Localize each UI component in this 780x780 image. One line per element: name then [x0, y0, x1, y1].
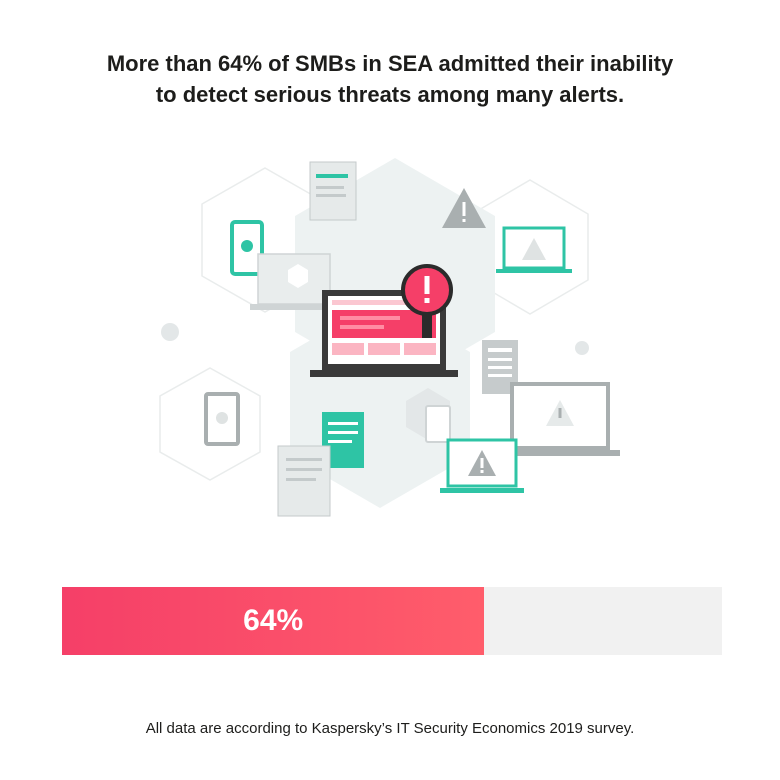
headline-line-1: More than 64% of SMBs in SEA admitted th… [106, 51, 674, 76]
smartphone-icon [230, 220, 264, 276]
progress-bar: 64% [62, 587, 722, 655]
laptop-warning-icon [500, 382, 620, 456]
headline: More than 64% of SMBs in SEA admitted th… [40, 48, 740, 110]
smartphone-icon [425, 405, 451, 443]
magnifier-alert-icon [401, 264, 453, 338]
progress-bar-fill [62, 587, 485, 655]
document-icon [277, 445, 331, 517]
threat-alerts-illustration [159, 158, 620, 517]
laptop-warning-icon [440, 438, 524, 493]
headline-line-2: to detect serious threats among many ale… [155, 82, 625, 107]
warning-triangle-icon [442, 188, 486, 228]
laptop-warning-icon [496, 226, 572, 273]
monitor-icon [250, 253, 338, 310]
tablet-icon [204, 392, 240, 446]
source-footnote: All data are according to Kaspersky’s IT… [145, 720, 635, 737]
document-icon [309, 161, 357, 221]
progress-value: 64% [243, 604, 304, 637]
